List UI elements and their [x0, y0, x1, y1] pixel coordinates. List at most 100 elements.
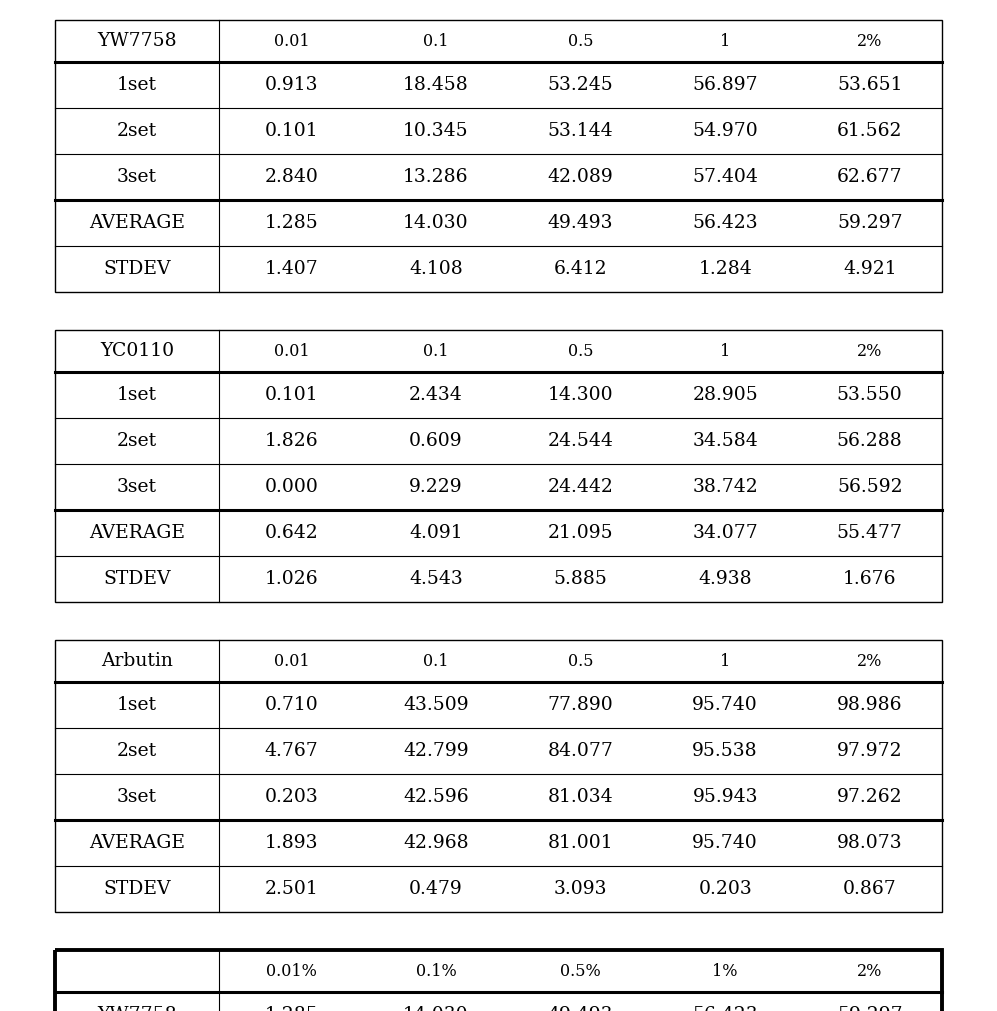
Text: 2%: 2%	[857, 32, 882, 50]
Text: 2.434: 2.434	[409, 386, 463, 404]
Text: 53.651: 53.651	[836, 76, 902, 94]
Text: 95.740: 95.740	[692, 696, 758, 714]
Text: 2set: 2set	[117, 742, 158, 760]
Text: 2.840: 2.840	[264, 168, 318, 186]
Bar	[55, 950, 942, 1011]
Text: 10.345: 10.345	[403, 122, 469, 140]
Text: 1.285: 1.285	[264, 214, 318, 232]
Text: 84.077: 84.077	[547, 742, 613, 760]
Text: 2.501: 2.501	[264, 880, 318, 898]
Text: 0.867: 0.867	[842, 880, 896, 898]
Text: 57.404: 57.404	[692, 168, 758, 186]
Text: AVERAGE: AVERAGE	[89, 214, 185, 232]
Text: 0.1: 0.1	[423, 343, 449, 360]
Text: 1set: 1set	[117, 76, 158, 94]
Text: 54.970: 54.970	[692, 122, 758, 140]
Text: 0.01: 0.01	[273, 343, 309, 360]
Text: 1: 1	[720, 343, 730, 360]
Text: YW7758: YW7758	[98, 1006, 176, 1011]
Text: 59.297: 59.297	[836, 214, 902, 232]
Text: 14.030: 14.030	[403, 214, 469, 232]
Text: 38.742: 38.742	[692, 478, 758, 496]
Text: 55.477: 55.477	[836, 524, 902, 542]
Text: 24.544: 24.544	[547, 432, 613, 450]
Text: 95.943: 95.943	[692, 788, 758, 806]
Text: 9.229: 9.229	[409, 478, 463, 496]
Text: 81.001: 81.001	[547, 834, 613, 852]
Text: 2%: 2%	[857, 962, 882, 980]
Text: 4.921: 4.921	[842, 260, 896, 278]
Text: 49.493: 49.493	[547, 1006, 613, 1011]
Text: 2set: 2set	[117, 122, 158, 140]
Text: 1.893: 1.893	[264, 834, 318, 852]
Text: 0.101: 0.101	[264, 122, 318, 140]
Text: 0.609: 0.609	[409, 432, 463, 450]
Text: 42.089: 42.089	[547, 168, 613, 186]
Text: 62.677: 62.677	[836, 168, 902, 186]
Text: STDEV: STDEV	[104, 570, 170, 588]
Text: 97.262: 97.262	[836, 788, 902, 806]
Text: 3set: 3set	[117, 168, 158, 186]
Text: 21.095: 21.095	[547, 524, 613, 542]
Text: 95.538: 95.538	[692, 742, 758, 760]
Text: 0.01: 0.01	[273, 32, 309, 50]
Text: 1.026: 1.026	[264, 570, 318, 588]
Text: 34.077: 34.077	[692, 524, 758, 542]
Text: 2set: 2set	[117, 432, 158, 450]
Text: 14.300: 14.300	[547, 386, 613, 404]
Text: 1.676: 1.676	[842, 570, 896, 588]
Text: 95.740: 95.740	[692, 834, 758, 852]
Text: 1set: 1set	[117, 696, 158, 714]
Text: 4.767: 4.767	[264, 742, 318, 760]
Text: 4.938: 4.938	[698, 570, 752, 588]
Text: 0.000: 0.000	[264, 478, 318, 496]
Text: 1.826: 1.826	[264, 432, 318, 450]
Text: 56.423: 56.423	[692, 214, 758, 232]
Text: 0.479: 0.479	[409, 880, 463, 898]
Text: 0.1: 0.1	[423, 652, 449, 669]
Text: 2%: 2%	[857, 343, 882, 360]
Bar	[55, 330, 942, 602]
Text: 42.968: 42.968	[403, 834, 469, 852]
Text: 3set: 3set	[117, 478, 158, 496]
Text: 53.144: 53.144	[547, 122, 613, 140]
Text: 6.412: 6.412	[553, 260, 607, 278]
Text: 42.799: 42.799	[403, 742, 469, 760]
Text: Arbutin: Arbutin	[101, 652, 173, 670]
Text: 77.890: 77.890	[547, 696, 613, 714]
Text: 49.493: 49.493	[547, 214, 613, 232]
Text: 24.442: 24.442	[547, 478, 613, 496]
Text: 0.710: 0.710	[264, 696, 318, 714]
Text: 53.550: 53.550	[836, 386, 902, 404]
Text: 0.01: 0.01	[273, 652, 309, 669]
Text: 0.642: 0.642	[264, 524, 318, 542]
Text: 0.5: 0.5	[568, 652, 593, 669]
Text: 13.286: 13.286	[403, 168, 469, 186]
Text: 56.897: 56.897	[692, 76, 758, 94]
Text: 0.5: 0.5	[568, 32, 593, 50]
Text: 1: 1	[720, 32, 730, 50]
Text: 0.5%: 0.5%	[560, 962, 601, 980]
Text: 56.423: 56.423	[692, 1006, 758, 1011]
Text: 59.297: 59.297	[836, 1006, 902, 1011]
Text: 98.073: 98.073	[836, 834, 902, 852]
Text: 42.596: 42.596	[403, 788, 469, 806]
Text: 1: 1	[720, 652, 730, 669]
Text: 53.245: 53.245	[547, 76, 613, 94]
Text: 0.1: 0.1	[423, 32, 449, 50]
Text: 14.030: 14.030	[403, 1006, 469, 1011]
Text: 4.108: 4.108	[409, 260, 463, 278]
Text: 3.093: 3.093	[553, 880, 607, 898]
Text: 34.584: 34.584	[692, 432, 758, 450]
Text: 0.1%: 0.1%	[416, 962, 457, 980]
Text: STDEV: STDEV	[104, 260, 170, 278]
Text: 56.288: 56.288	[836, 432, 902, 450]
Text: 0.101: 0.101	[264, 386, 318, 404]
Text: 97.972: 97.972	[836, 742, 902, 760]
Text: 1set: 1set	[117, 386, 158, 404]
Text: 1.285: 1.285	[264, 1006, 318, 1011]
Text: 3set: 3set	[117, 788, 158, 806]
Text: STDEV: STDEV	[104, 880, 170, 898]
Bar	[55, 640, 942, 912]
Bar	[55, 20, 942, 292]
